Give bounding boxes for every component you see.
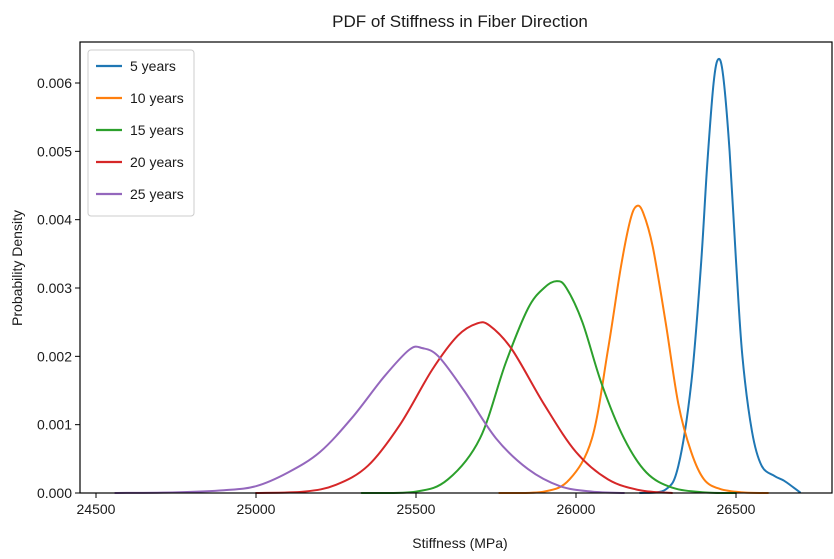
series-line-1 — [639, 57, 801, 494]
legend-label: 20 years — [130, 154, 184, 170]
y-tick-label: 0.005 — [37, 143, 72, 159]
x-tick-label: 26500 — [717, 501, 756, 517]
series-line-3 — [360, 280, 737, 495]
series-line-5 — [114, 345, 625, 494]
legend-label: 15 years — [130, 122, 184, 138]
y-tick-label: 0.003 — [37, 280, 72, 296]
plot-lines — [114, 57, 801, 495]
series-line-4 — [255, 321, 673, 494]
x-tick-label: 26000 — [557, 501, 596, 517]
legend-label: 5 years — [130, 58, 176, 74]
y-axis: 0.000 0.001 0.002 0.003 0.004 0.005 0.006 — [37, 75, 80, 501]
y-axis-label: Probability Density — [9, 210, 25, 326]
legend-label: 25 years — [130, 186, 184, 202]
legend-label: 10 years — [130, 90, 184, 106]
plot-frame — [79, 41, 833, 494]
series-line-2 — [498, 204, 769, 495]
x-axis-label: Stiffness (MPa) — [412, 535, 507, 551]
x-tick-label: 25000 — [237, 501, 276, 517]
y-tick-label: 0.002 — [37, 348, 72, 364]
legend-box — [87, 49, 195, 217]
chart-title: PDF of Stiffness in Fiber Direction — [332, 12, 588, 31]
x-axis: 24500 25000 25500 26000 26500 — [77, 493, 756, 517]
y-tick-label: 0.006 — [37, 75, 72, 91]
y-tick-label: 0.004 — [37, 212, 72, 228]
y-tick-label: 0.000 — [37, 485, 72, 501]
legend: 5 years 10 years 15 years 20 years 25 years — [87, 49, 195, 217]
x-tick-label: 24500 — [77, 501, 116, 517]
x-tick-label: 25500 — [397, 501, 436, 517]
y-tick-label: 0.001 — [37, 417, 72, 433]
